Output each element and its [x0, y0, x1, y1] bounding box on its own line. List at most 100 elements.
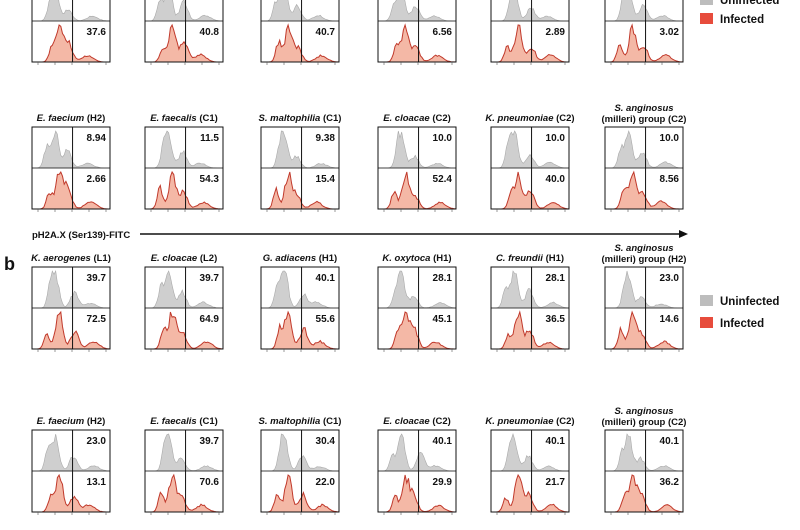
- histogram-panel: S. maltophilia (C1) 30.4 22.0: [259, 416, 342, 515]
- histogram-panel: K. aerogenes (L1) 39.7 72.5: [31, 253, 111, 352]
- uninfected-histogram: [261, 130, 340, 169]
- infected-histogram: [32, 473, 110, 513]
- legend-label-infected-b: Infected: [720, 318, 764, 330]
- panel-title: K. oxytoca (H1): [382, 253, 451, 264]
- infected-percent: 52.4: [433, 174, 453, 185]
- panel-title: G. adiacens (H1): [263, 253, 337, 264]
- histogram-panel: S. maltophilia (C1) 9.38 15.4: [259, 113, 342, 212]
- infected-histogram: [261, 310, 339, 350]
- histogram-panel: 11.540.8: [144, 0, 224, 65]
- uninfected-percent: 8.94: [87, 133, 107, 144]
- infected-percent: 2.66: [87, 174, 107, 185]
- infected-histogram: [145, 473, 223, 513]
- infected-percent: 29.9: [433, 477, 453, 488]
- uninfected-percent: 10.0: [546, 133, 566, 144]
- histogram-panel: E. cloacae (C2) 10.0 52.4: [377, 113, 457, 212]
- histogram-panel: G. adiacens (H1) 40.1 55.6: [260, 253, 340, 352]
- uninfected-histogram: [491, 433, 569, 472]
- legend-label-infected: Infected: [720, 14, 764, 26]
- infected-percent: 8.56: [660, 174, 680, 185]
- uninfected-percent: 23.0: [660, 273, 680, 284]
- uninfected-percent: 11.5: [200, 133, 219, 144]
- histogram-panel: E. cloacae (L2) 39.7 64.9: [144, 253, 224, 352]
- legend-swatch-uninfected-b: [700, 295, 713, 306]
- uninfected-histogram: [261, 433, 339, 472]
- infected-percent: 13.1: [87, 477, 107, 488]
- infected-histogram: [491, 473, 570, 513]
- histogram-panel: E. faecium (H2) 23.0 13.1: [31, 416, 111, 515]
- uninfected-percent: 39.7: [87, 273, 107, 284]
- legend-swatch-infected: [700, 13, 713, 24]
- infected-percent: 40.7: [316, 27, 336, 38]
- panel-title-line2: (milleri) group (C2): [602, 417, 687, 428]
- panel-title-line2: (milleri) group (C2): [602, 114, 687, 125]
- histogram-panel: K. pneumoniae (C2) 40.1 21.7: [485, 416, 575, 515]
- infected-percent: 40.0: [546, 174, 566, 185]
- x-axis-arrowhead: [679, 230, 688, 238]
- uninfected-histogram: [145, 270, 223, 309]
- panel-title: S. maltophilia (C1): [259, 416, 342, 427]
- panel-title: S. anginosus: [614, 103, 673, 114]
- infected-percent: 21.7: [546, 477, 566, 488]
- infected-percent: 55.6: [316, 314, 336, 325]
- infected-percent: 22.0: [316, 477, 336, 488]
- histogram-panel: E. faecalis (C1) 11.5 54.3: [144, 113, 224, 212]
- histogram-panel: S. anginosus(milleri) group (C2) 10.0 8.56: [602, 103, 687, 212]
- legend-swatch-infected-b: [700, 317, 713, 328]
- histogram-panel: 11.537.6: [31, 0, 111, 65]
- uninfected-percent: 40.1: [433, 436, 453, 447]
- panel-title: E. cloacae (L2): [151, 253, 218, 264]
- uninfected-percent: 23.0: [87, 436, 107, 447]
- infected-percent: 6.56: [433, 27, 453, 38]
- infected-percent: 64.9: [200, 314, 220, 325]
- infected-histogram: [378, 474, 457, 513]
- panel-label-b: b: [4, 254, 15, 274]
- uninfected-percent: 39.7: [200, 436, 220, 447]
- histogram-panel: K. pneumoniae (C2) 10.0 40.0: [485, 113, 575, 212]
- uninfected-histogram: [32, 0, 111, 22]
- uninfected-histogram: [378, 130, 456, 169]
- infected-percent: 3.02: [660, 27, 680, 38]
- histogram-panel: C. freundii (H1) 28.1 36.5: [490, 253, 570, 352]
- infected-histogram: [378, 23, 457, 63]
- panel-title: E. cloacae (C2): [383, 113, 451, 124]
- histogram-panel: 4.156.56: [377, 0, 457, 65]
- uninfected-histogram: [605, 0, 683, 22]
- uninfected-histogram: [32, 130, 110, 169]
- panel-title: S. anginosus: [614, 406, 673, 417]
- uninfected-percent: 10.0: [660, 133, 680, 144]
- uninfected-percent: 40.1: [660, 436, 680, 447]
- panel-title: E. faecalis (C1): [150, 416, 218, 427]
- uninfected-histogram: [145, 0, 224, 22]
- panel-title: S. maltophilia (C1): [259, 113, 342, 124]
- uninfected-percent: 30.4: [316, 436, 336, 447]
- infected-histogram: [491, 24, 569, 63]
- infected-percent: 37.6: [87, 27, 107, 38]
- panel-title: E. cloacae (C2): [383, 416, 451, 427]
- infected-histogram: [378, 311, 456, 350]
- infected-histogram: [491, 310, 569, 350]
- panel-title: K. aerogenes (L1): [31, 253, 111, 264]
- uninfected-histogram: [605, 270, 683, 309]
- uninfected-histogram: [145, 130, 223, 169]
- histogram-panel: 10.040.7: [260, 0, 340, 65]
- uninfected-histogram: [261, 0, 339, 22]
- infected-percent: 40.8: [200, 27, 220, 38]
- uninfected-histogram: [261, 270, 339, 309]
- panel-title: E. faecalis (C1): [150, 113, 218, 124]
- infected-histogram: [32, 170, 110, 210]
- uninfected-percent: 40.1: [316, 273, 336, 284]
- uninfected-histogram: [491, 0, 569, 22]
- uninfected-percent: 10.0: [433, 133, 453, 144]
- legend-label-uninfected: Uninfected: [720, 0, 779, 7]
- panel-title-line2: (milleri) group (H2): [602, 254, 687, 265]
- uninfected-percent: 9.38: [316, 133, 336, 144]
- infected-percent: 70.6: [200, 477, 220, 488]
- uninfected-percent: 28.1: [546, 273, 566, 284]
- infected-percent: 15.4: [316, 174, 336, 185]
- panel-title: K. pneumoniae (C2): [485, 113, 574, 124]
- infected-percent: 36.2: [660, 477, 680, 488]
- uninfected-histogram: [378, 0, 456, 22]
- legend-swatch-uninfected: [700, 0, 713, 5]
